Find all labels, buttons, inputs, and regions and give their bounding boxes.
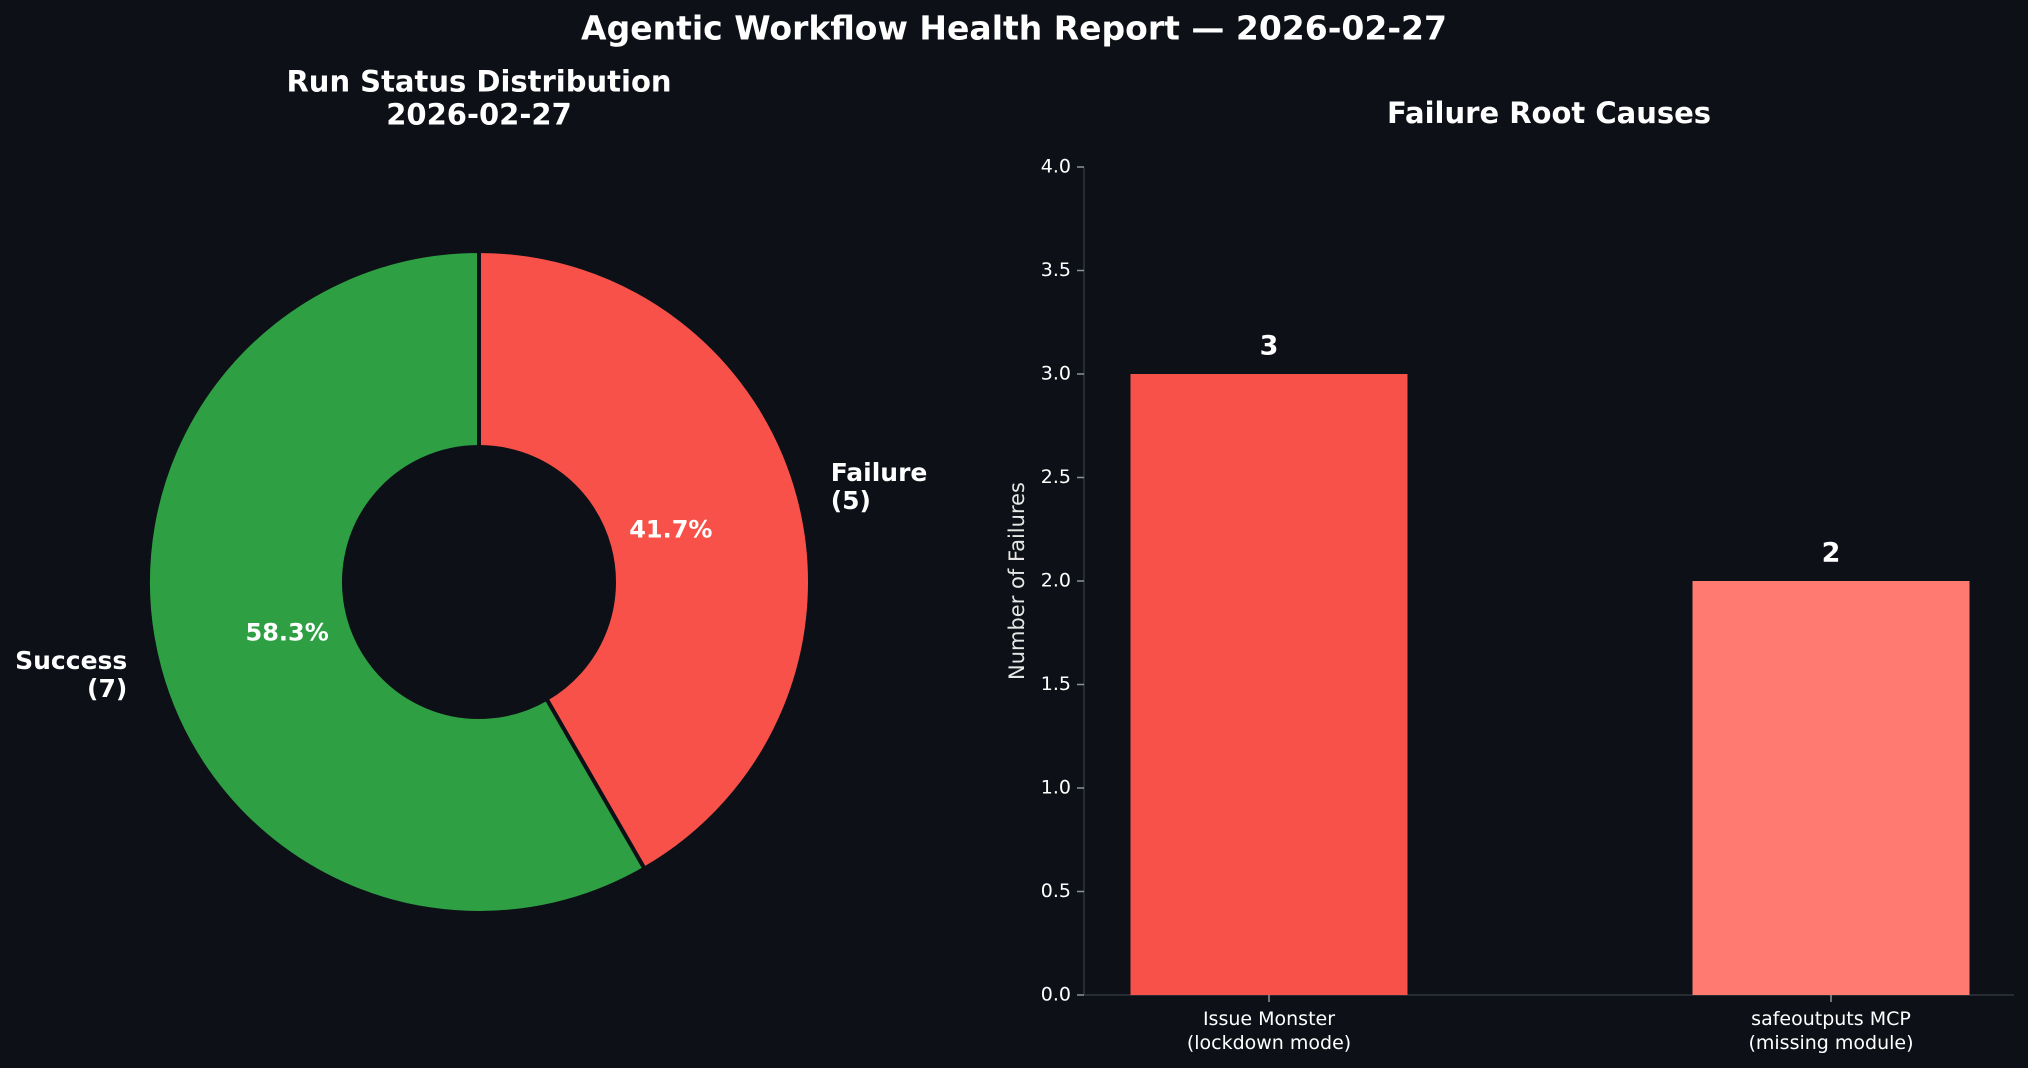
y-tick-label: 2.5	[1041, 466, 1071, 488]
bar	[1692, 581, 1970, 995]
bar-value-label: 2	[1822, 538, 1841, 569]
y-tick-label: 3.5	[1041, 259, 1071, 281]
bar-panel: Failure Root Causes 0.0 0.5 1.0 1.5 2.0 2.5 3.0…	[1005, 96, 2014, 1054]
pie-percent-label: 58.3%	[246, 618, 329, 646]
y-tick-label: 3.0	[1041, 363, 1071, 385]
y-tick-label: 2.0	[1041, 570, 1071, 592]
y-tick-label: 0.0	[1041, 984, 1071, 1006]
pie-slice	[477, 248, 812, 872]
pie-slice-label: Failure (5)	[831, 458, 928, 515]
y-axis-label: Number of Failures	[1005, 482, 1029, 680]
bar	[1130, 374, 1408, 995]
y-tick-label: 0.5	[1041, 880, 1071, 902]
y-tick-label: 1.5	[1041, 673, 1071, 695]
pie-slice	[146, 248, 648, 915]
x-tick-label: safeoutputs MCP (missing module)	[1748, 1008, 1913, 1054]
y-tick-label: 4.0	[1041, 156, 1071, 178]
bar-value-label: 3	[1260, 331, 1279, 362]
bar-title: Failure Root Causes	[1387, 96, 1711, 130]
figure-title: Agentic Workflow Health Report — 2026-02…	[581, 9, 1447, 48]
pie-percent-label: 41.7%	[629, 516, 712, 544]
x-tick-label: Issue Monster (lockdown mode)	[1187, 1008, 1351, 1054]
pie-panel: Run Status Distribution 2026-02-27 Failure…	[15, 65, 928, 915]
pie-title: Run Status Distribution 2026-02-27	[286, 65, 671, 132]
y-tick-label: 1.0	[1041, 777, 1071, 799]
pie-slice-label: Success (7)	[15, 646, 127, 703]
